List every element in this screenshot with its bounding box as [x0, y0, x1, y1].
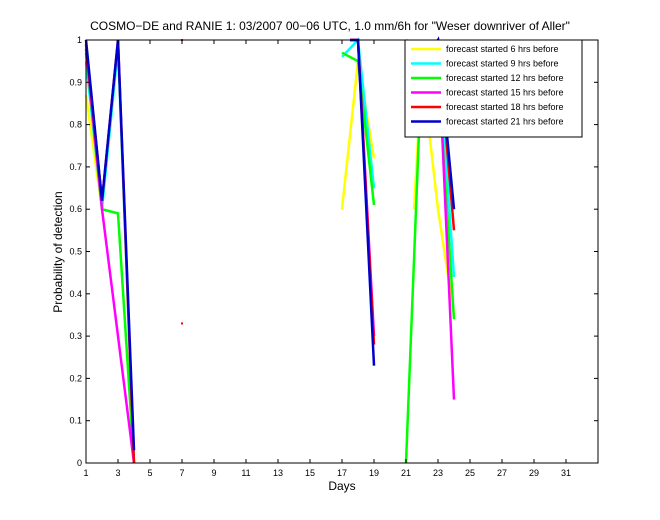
x-tick-label-27: 27: [497, 468, 507, 478]
legend-label-6: forecast started 21 hrs before: [446, 117, 564, 127]
y-tick-label-7: 0.7: [69, 162, 82, 172]
series-1: [84, 60, 456, 316]
x-tick-label-7: 7: [179, 468, 184, 478]
y-axis-label: Probability of detection: [51, 191, 65, 312]
plot-area: [84, 36, 456, 464]
y-tick-label-5: 0.5: [69, 247, 82, 257]
series-5-point-2: [181, 322, 183, 325]
y-tick-label-9: 0.9: [69, 77, 82, 87]
series-6-line-1: [84, 39, 136, 451]
series-3: [84, 51, 456, 464]
x-tick-label-9: 9: [211, 468, 216, 478]
y-tick-label-4: 0.4: [69, 289, 82, 299]
legend-label-4: forecast started 15 hrs before: [446, 88, 564, 98]
legend-label-1: forecast started 6 hrs before: [446, 44, 559, 54]
x-tick-label-23: 23: [433, 468, 443, 478]
y-tick-label-2: 0.2: [69, 373, 82, 383]
series-2: [84, 37, 456, 464]
x-tick-label-29: 29: [529, 468, 539, 478]
y-tick-label-1: 0.1: [69, 416, 82, 426]
x-tick-label-1: 1: [83, 468, 88, 478]
series-5: [84, 36, 456, 464]
x-tick-label-13: 13: [273, 468, 283, 478]
legend: forecast started 6 hrs before forecast st…: [404, 39, 583, 138]
y-tick-label-6: 0.6: [69, 204, 82, 214]
legend-label-5: forecast started 18 hrs before: [446, 102, 564, 112]
x-tick-label-17: 17: [337, 468, 347, 478]
x-tick-label-19: 19: [369, 468, 379, 478]
x-tick-label-31: 31: [561, 468, 571, 478]
y-tick-label-0: 0: [77, 458, 82, 468]
x-axis-label: Days: [328, 479, 355, 493]
axis-ticks: 1 3 5 7 9 11 13 15 17 19 21 23 25 27 29 3100.10.20.30.4…: [69, 35, 598, 478]
series-6: [84, 36, 456, 451]
x-tick-label-11: 11: [241, 468, 250, 478]
chart-title: COSMO−DE and RANIE 1: 03/2007 00−06 UTC,…: [90, 19, 570, 33]
legend-label-3: forecast started 12 hrs before: [446, 73, 564, 83]
y-tick-label-3: 0.3: [69, 331, 82, 341]
x-tick-label-15: 15: [305, 468, 315, 478]
x-tick-label-21: 21: [401, 468, 411, 478]
y-tick-label-8: 0.8: [69, 120, 82, 130]
x-tick-label-3: 3: [115, 468, 120, 478]
x-tick-label-25: 25: [465, 468, 475, 478]
legend-label-2: forecast started 9 hrs before: [446, 59, 559, 69]
y-tick-label-10: 1: [77, 35, 82, 45]
series-4: [84, 37, 456, 464]
x-tick-label-5: 5: [147, 468, 152, 478]
